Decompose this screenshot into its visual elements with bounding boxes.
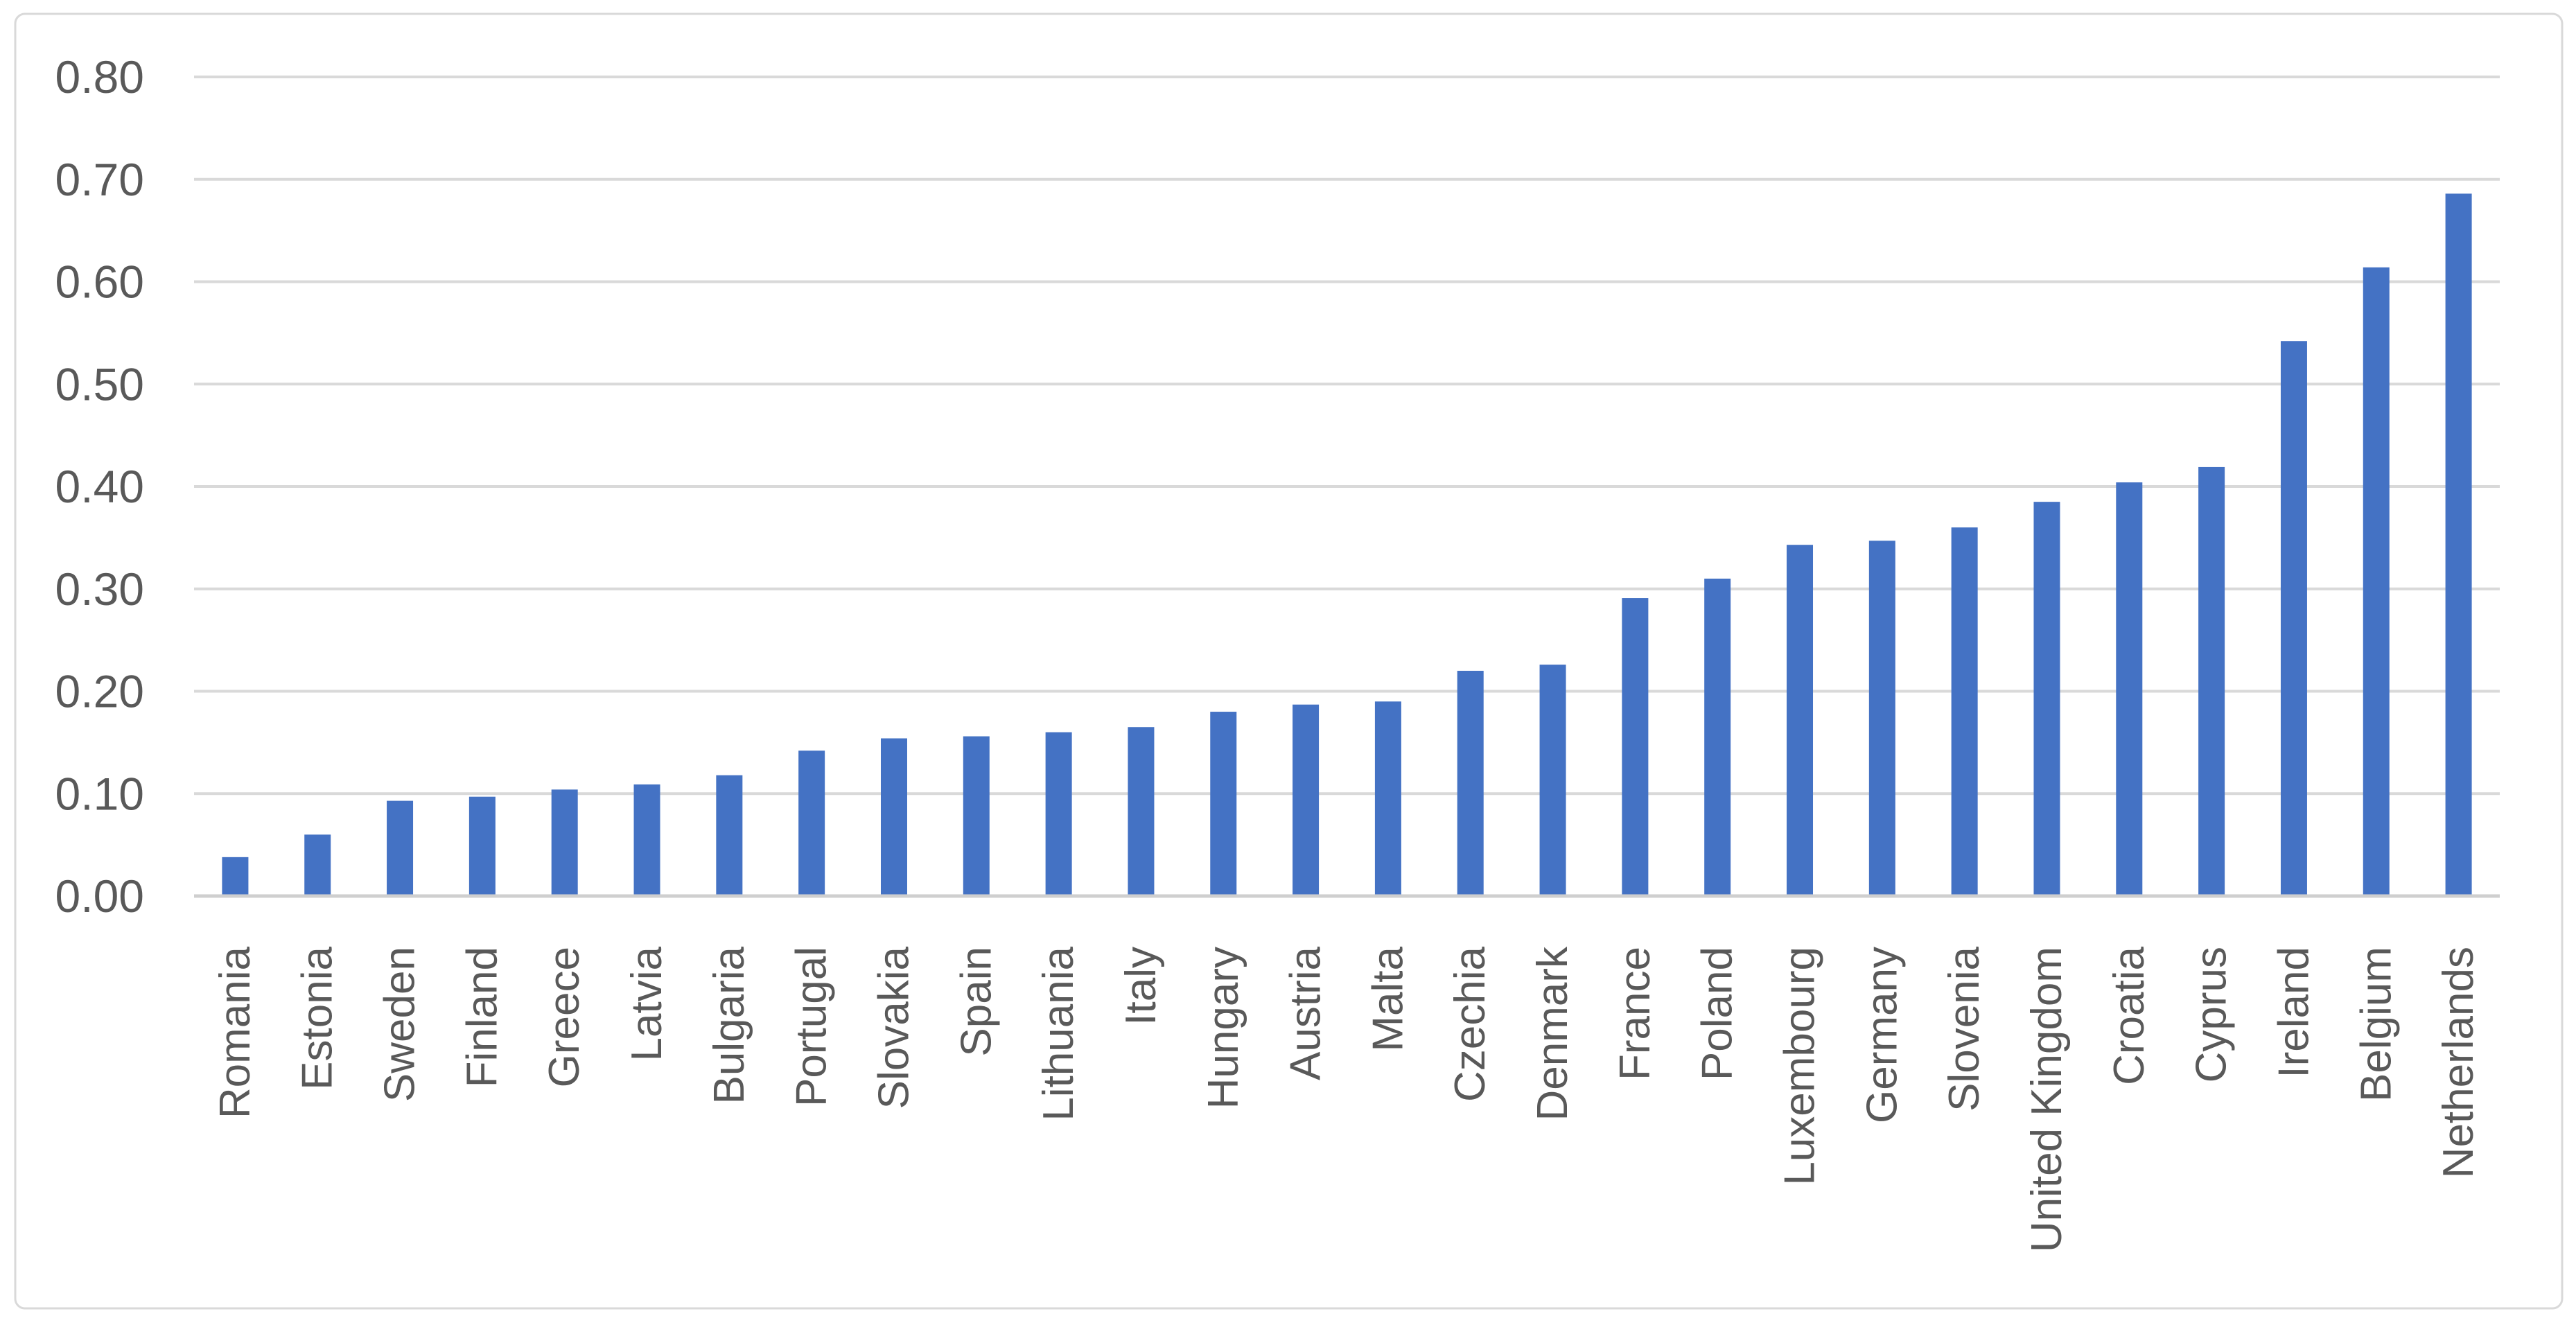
bar-ireland xyxy=(2280,341,2307,896)
bar-lithuania xyxy=(1045,732,1072,896)
x-axis-label: Cyprus xyxy=(2188,947,2236,1082)
y-axis-label: 0.00 xyxy=(55,870,144,922)
x-axis-label: Latvia xyxy=(623,946,671,1061)
x-axis-label: Slovakia xyxy=(870,946,918,1109)
x-axis-label: Luxembourg xyxy=(1776,947,1824,1186)
x-axis-label: Estonia xyxy=(294,946,342,1089)
x-axis-label: Ireland xyxy=(2270,947,2317,1078)
x-axis-label: Italy xyxy=(1117,947,1165,1026)
y-axis-label: 0.70 xyxy=(55,154,144,205)
bar-latvia xyxy=(633,784,660,896)
y-axis-label: 0.60 xyxy=(55,256,144,308)
x-axis-label: Czechia xyxy=(1446,946,1494,1102)
x-axis-label: Poland xyxy=(1694,947,1742,1080)
bar-finland xyxy=(468,796,496,896)
x-axis-label: Denmark xyxy=(1529,946,1577,1121)
bar-austria xyxy=(1293,704,1320,896)
x-axis-label: Finland xyxy=(458,947,506,1087)
bar-united-kingdom xyxy=(2033,502,2060,896)
bar-denmark xyxy=(1539,665,1566,896)
bar-bulgaria xyxy=(716,775,743,896)
bar-portugal xyxy=(798,751,825,896)
y-axis-label: 0.50 xyxy=(55,358,144,410)
y-axis-label: 0.30 xyxy=(55,563,144,615)
bar-czechia xyxy=(1457,670,1484,896)
bar-poland xyxy=(1704,578,1731,896)
x-axis-label: United Kingdom xyxy=(2023,947,2071,1252)
x-axis-label: Lithuania xyxy=(1035,946,1083,1121)
x-axis-label: Belgium xyxy=(2352,947,2400,1102)
bar-spain xyxy=(963,736,990,896)
bar-greece xyxy=(551,789,578,896)
gridlines xyxy=(194,76,2500,796)
bar-croatia xyxy=(2116,482,2143,896)
x-axis-label: Sweden xyxy=(376,947,424,1102)
x-axis-label: Netherlands xyxy=(2435,947,2482,1178)
x-axis-label: Slovenia xyxy=(1940,946,1988,1111)
bar-belgium xyxy=(2363,267,2390,896)
bar-romania xyxy=(222,857,249,896)
x-axis-label: Spain xyxy=(952,947,1000,1057)
y-axis-label: 0.80 xyxy=(55,51,144,103)
bar-hungary xyxy=(1210,712,1237,896)
y-axis-label: 0.20 xyxy=(55,666,144,717)
bar-sweden xyxy=(387,800,414,896)
bar-luxembourg xyxy=(1787,545,1814,896)
bar-slovenia xyxy=(1951,527,1978,896)
bar-slovakia xyxy=(880,738,907,896)
x-axis-label: Bulgaria xyxy=(706,946,753,1104)
bar-france xyxy=(1622,598,1649,896)
bar-cyprus xyxy=(2198,466,2225,896)
x-axis-label: Germany xyxy=(1858,947,1906,1123)
x-axis-label: Austria xyxy=(1282,946,1330,1080)
bar-estonia xyxy=(304,834,331,896)
bar-italy xyxy=(1128,727,1155,896)
x-axis-labels: Romania Estonia Sweden Finland Greece Latvia B… xyxy=(211,946,2482,1252)
y-axis-label: 0.10 xyxy=(55,768,144,819)
bar-netherlands xyxy=(2445,193,2472,896)
bar-germany xyxy=(1868,541,1895,896)
x-axis-label: Croatia xyxy=(2105,946,2153,1085)
y-axis-labels: 0.00 0.10 0.20 0.30 0.40 0.50 0.60 0.70 0.80 xyxy=(55,51,144,922)
x-axis-label: France xyxy=(1611,947,1659,1080)
chart-border xyxy=(14,12,2564,1310)
bars xyxy=(222,193,2472,896)
x-axis-label: Malta xyxy=(1364,946,1412,1051)
x-axis-label: Portugal xyxy=(788,947,836,1107)
y-axis-label: 0.40 xyxy=(55,461,144,512)
x-axis-label: Hungary xyxy=(1200,947,1247,1109)
bar-malta xyxy=(1374,701,1401,896)
x-axis-label: Romania xyxy=(211,946,259,1118)
x-axis-label: Greece xyxy=(541,947,588,1087)
